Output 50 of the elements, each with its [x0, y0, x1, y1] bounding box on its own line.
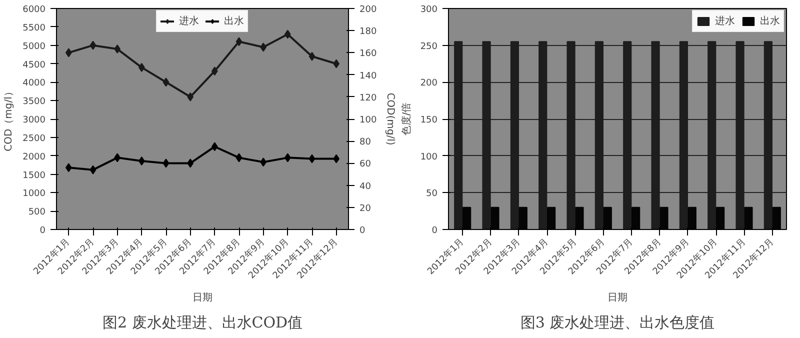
point — [236, 37, 242, 46]
y2-tick-label: 40 — [360, 182, 372, 192]
point — [90, 40, 96, 50]
text: 图2 废水处理进、出水COD值 — [102, 314, 303, 332]
y2-tick-label: 20 — [360, 204, 372, 214]
text: 图3 废水处理进、出水色度值 — [520, 314, 715, 332]
x-axis-title: 日期 — [608, 292, 628, 304]
y-tick-label: 500 — [28, 208, 46, 218]
y2-tick-label: 0 — [360, 226, 366, 236]
y-tick-label: 200 — [420, 78, 438, 89]
point — [236, 153, 242, 162]
x-axis-title: 日期 — [192, 292, 212, 304]
y2-tick-label: 180 — [360, 27, 377, 38]
y-axis-title: 色度/倍 — [400, 102, 412, 136]
y-tick-label: 300 — [420, 5, 438, 15]
y-tick-label: 2000 — [22, 152, 46, 162]
y2-tick-label: 120 — [360, 93, 377, 104]
y-tick-label: 3000 — [22, 116, 46, 126]
point — [162, 78, 170, 87]
y2-axis-title: COD(mg/l) — [384, 92, 396, 146]
point — [308, 154, 316, 164]
legend-label: 出水 — [760, 14, 780, 28]
y-tick-label: 1500 — [22, 170, 46, 181]
point — [308, 52, 316, 61]
legend-label: 进水 — [179, 14, 199, 28]
y-tick-label: 0 — [40, 226, 46, 236]
y-tick-label: 3500 — [22, 97, 46, 108]
y-tick-label: 250 — [420, 42, 438, 52]
y2-tick-label: 60 — [360, 160, 372, 170]
y-tick-label: 1000 — [22, 189, 46, 200]
y2-tick-label: 160 — [360, 49, 377, 60]
y-tick-label: 4000 — [22, 78, 46, 89]
y-tick-label: 5000 — [22, 42, 46, 52]
y-tick-label: 50 — [426, 189, 438, 200]
y-tick-label: 0 — [432, 226, 438, 236]
y2-tick-label: 140 — [360, 71, 377, 82]
legend-label: 出水 — [224, 14, 244, 28]
point — [90, 165, 96, 174]
y-tick-label: 5500 — [22, 23, 46, 34]
legend-label: 进水 — [715, 14, 735, 28]
y-tick-label: 150 — [420, 116, 438, 126]
y-tick-label: 2500 — [22, 134, 46, 144]
y-tick-label: 6000 — [22, 5, 46, 15]
y-tick-label: 4500 — [22, 60, 46, 70]
y-tick-label: 100 — [420, 152, 438, 162]
y2-tick-label: 200 — [360, 5, 377, 15]
y2-tick-label: 80 — [360, 138, 372, 148]
y-axis-title: COD（mg/l） — [4, 86, 15, 152]
y2-tick-label: 100 — [360, 116, 377, 126]
point — [162, 158, 170, 168]
